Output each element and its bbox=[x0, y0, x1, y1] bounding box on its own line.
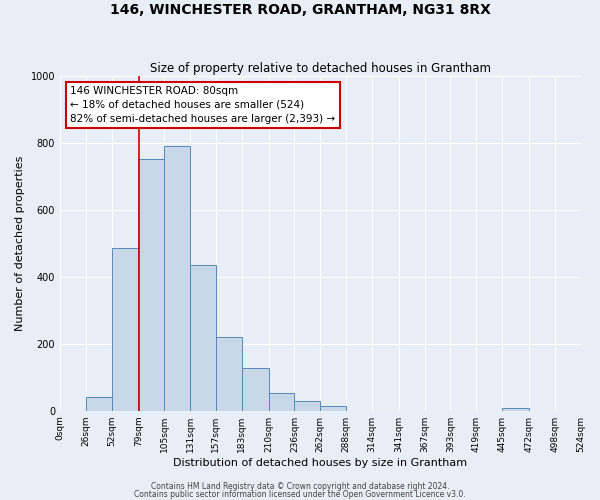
Bar bbox=[320, 406, 346, 410]
Bar bbox=[190, 265, 216, 410]
Bar bbox=[216, 337, 242, 410]
Text: 146 WINCHESTER ROAD: 80sqm
← 18% of detached houses are smaller (524)
82% of sem: 146 WINCHESTER ROAD: 80sqm ← 18% of deta… bbox=[70, 86, 335, 124]
Text: Contains public sector information licensed under the Open Government Licence v3: Contains public sector information licen… bbox=[134, 490, 466, 499]
Bar bbox=[164, 146, 190, 410]
Title: Size of property relative to detached houses in Grantham: Size of property relative to detached ho… bbox=[150, 62, 491, 74]
X-axis label: Distribution of detached houses by size in Grantham: Distribution of detached houses by size … bbox=[173, 458, 467, 468]
Bar bbox=[112, 248, 139, 410]
Bar bbox=[269, 394, 295, 410]
Text: 146, WINCHESTER ROAD, GRANTHAM, NG31 8RX: 146, WINCHESTER ROAD, GRANTHAM, NG31 8RX bbox=[110, 2, 490, 16]
Bar bbox=[502, 408, 529, 410]
Bar bbox=[242, 368, 269, 410]
Bar bbox=[295, 402, 320, 410]
Y-axis label: Number of detached properties: Number of detached properties bbox=[15, 156, 25, 331]
Bar bbox=[139, 160, 164, 410]
Bar bbox=[86, 396, 112, 410]
Text: Contains HM Land Registry data © Crown copyright and database right 2024.: Contains HM Land Registry data © Crown c… bbox=[151, 482, 449, 491]
